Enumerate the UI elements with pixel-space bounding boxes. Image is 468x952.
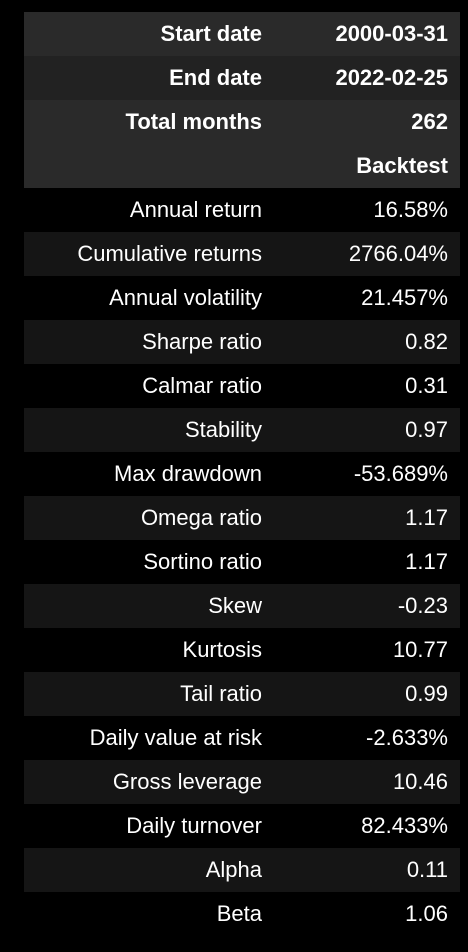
row-label: Daily turnover (24, 804, 268, 848)
row-label: Kurtosis (24, 628, 268, 672)
table-row: Annual volatility 21.457% (24, 276, 460, 320)
table-row: Skew -0.23 (24, 584, 460, 628)
header-value: 2000-03-31 (268, 12, 460, 56)
header-label: Total months (24, 100, 268, 144)
header-value: 2022-02-25 (268, 56, 460, 100)
header-value: 262 (268, 100, 460, 144)
row-value: -53.689% (268, 452, 460, 496)
table-row: Max drawdown -53.689% (24, 452, 460, 496)
header-label: Start date (24, 12, 268, 56)
row-label: Sortino ratio (24, 540, 268, 584)
table-row: Cumulative returns 2766.04% (24, 232, 460, 276)
table-row: Sharpe ratio 0.82 (24, 320, 460, 364)
column-header-backtest: Backtest (268, 144, 460, 188)
row-label: Omega ratio (24, 496, 268, 540)
row-label: Stability (24, 408, 268, 452)
row-value: 0.97 (268, 408, 460, 452)
row-value: -2.633% (268, 716, 460, 760)
table-row: Beta 1.06 (24, 892, 460, 936)
table-body: Start date 2000-03-31 End date 2022-02-2… (24, 12, 460, 936)
row-value: 0.31 (268, 364, 460, 408)
table-row: Daily turnover 82.433% (24, 804, 460, 848)
row-value: 10.46 (268, 760, 460, 804)
table-row: Alpha 0.11 (24, 848, 460, 892)
row-label: Annual return (24, 188, 268, 232)
header-row-end-date: End date 2022-02-25 (24, 56, 460, 100)
table-row: Sortino ratio 1.17 (24, 540, 460, 584)
table-row: Annual return 16.58% (24, 188, 460, 232)
header-row-total-months: Total months 262 (24, 100, 460, 144)
table-row: Omega ratio 1.17 (24, 496, 460, 540)
row-label: Beta (24, 892, 268, 936)
row-value: -0.23 (268, 584, 460, 628)
performance-table-container: Start date 2000-03-31 End date 2022-02-2… (24, 12, 460, 936)
row-value: 2766.04% (268, 232, 460, 276)
header-label: End date (24, 56, 268, 100)
performance-stats-table: Start date 2000-03-31 End date 2022-02-2… (24, 12, 460, 936)
row-label: Calmar ratio (24, 364, 268, 408)
table-row: Kurtosis 10.77 (24, 628, 460, 672)
row-value: 16.58% (268, 188, 460, 232)
row-label: Gross leverage (24, 760, 268, 804)
column-header-row: Backtest (24, 144, 460, 188)
row-value: 0.99 (268, 672, 460, 716)
column-header-label (24, 144, 268, 188)
row-label: Max drawdown (24, 452, 268, 496)
table-row: Stability 0.97 (24, 408, 460, 452)
header-row-start-date: Start date 2000-03-31 (24, 12, 460, 56)
row-value: 0.11 (268, 848, 460, 892)
row-label: Cumulative returns (24, 232, 268, 276)
row-label: Sharpe ratio (24, 320, 268, 364)
table-row: Calmar ratio 0.31 (24, 364, 460, 408)
row-label: Skew (24, 584, 268, 628)
row-label: Tail ratio (24, 672, 268, 716)
row-value: 82.433% (268, 804, 460, 848)
row-value: 10.77 (268, 628, 460, 672)
row-value: 1.17 (268, 496, 460, 540)
row-value: 21.457% (268, 276, 460, 320)
row-label: Daily value at risk (24, 716, 268, 760)
table-row: Daily value at risk -2.633% (24, 716, 460, 760)
row-value: 0.82 (268, 320, 460, 364)
row-label: Annual volatility (24, 276, 268, 320)
table-row: Tail ratio 0.99 (24, 672, 460, 716)
table-row: Gross leverage 10.46 (24, 760, 460, 804)
row-label: Alpha (24, 848, 268, 892)
row-value: 1.17 (268, 540, 460, 584)
row-value: 1.06 (268, 892, 460, 936)
